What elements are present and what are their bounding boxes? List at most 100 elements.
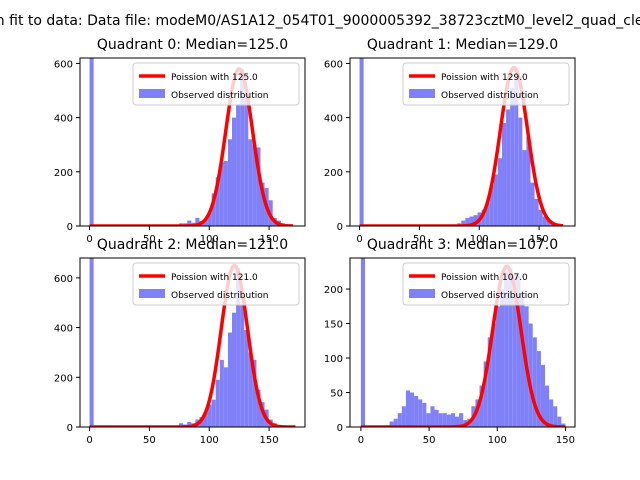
histogram-bar — [473, 215, 478, 226]
histogram-bar — [248, 352, 253, 427]
subplot-quadrant-2: 0 50 100 150 0 200 400 600 Quadrant 2: Median=12… — [54, 237, 306, 446]
histogram-bar — [526, 136, 531, 226]
legend: Poission with 121.0 Observed distribution — [132, 262, 300, 306]
histogram-bar — [219, 162, 224, 226]
histogram-bar — [207, 212, 212, 226]
histogram-bar — [215, 379, 220, 427]
histogram-bar — [359, 58, 364, 226]
histogram-bar — [422, 402, 427, 427]
plot-area — [88, 258, 297, 427]
histogram-bar — [549, 399, 554, 427]
y-tick-label: 50 — [330, 389, 343, 400]
histogram-bar — [545, 385, 550, 427]
histogram-bar — [459, 413, 464, 427]
subplot-quadrant-0: 0 50 100 150 0 200 400 600 Quadrant 0: Median=12… — [54, 37, 306, 245]
legend-box — [402, 62, 570, 106]
legend-box — [402, 262, 570, 306]
histogram-bar — [389, 421, 394, 427]
histogram-bar — [491, 323, 496, 427]
histogram-bar — [446, 414, 451, 427]
y-tick-label: 200 — [324, 168, 343, 179]
poisson-fit-line — [88, 263, 297, 427]
x-tick-label: 100 — [488, 435, 507, 446]
y-tick-label: 100 — [324, 354, 343, 365]
histogram-bar — [236, 267, 241, 427]
histogram-bar — [393, 418, 398, 427]
histogram-bar — [401, 406, 406, 427]
histogram-bar — [506, 109, 511, 226]
histogram-bar — [360, 258, 365, 427]
histogram-bar — [231, 117, 237, 226]
axes-frame — [349, 57, 576, 227]
histogram-bar — [514, 68, 519, 226]
legend: Poission with 107.0 Observed distribution — [402, 262, 570, 306]
y-tick-label: 0 — [67, 423, 73, 434]
histogram-bar — [487, 337, 492, 427]
y-tick-label: 0 — [67, 222, 73, 233]
histogram-bar — [195, 217, 200, 226]
legend-label-fit: Poission with 125.0 — [171, 73, 258, 83]
legend-box — [132, 262, 300, 306]
histogram-bar — [501, 123, 507, 226]
histogram-bar — [236, 104, 241, 226]
histogram-bar — [179, 423, 184, 427]
histogram-bar — [397, 413, 402, 427]
x-tick-label: 150 — [260, 435, 279, 446]
poisson-fit-line — [360, 264, 567, 427]
x-tick-label: 100 — [200, 234, 219, 245]
x-tick-label: 0 — [86, 234, 92, 245]
subplot-grid: 0 50 100 150 0 200 400 600 Quadrant 0: Median=12… — [54, 37, 576, 446]
legend-label-hist: Observed distribution — [171, 91, 268, 101]
legend-swatch-hist — [139, 89, 165, 98]
histogram-bar — [483, 361, 488, 427]
histogram-bar — [510, 87, 515, 226]
histogram-bar — [546, 220, 551, 226]
histogram-bar — [244, 93, 249, 226]
y-tick-label: 0 — [337, 423, 343, 434]
axes-frame — [349, 257, 576, 428]
histogram-bar — [504, 271, 509, 427]
histogram-bar — [500, 289, 505, 427]
x-tick-label: 150 — [556, 435, 575, 446]
histogram-bar — [553, 406, 558, 427]
x-tick-label: 150 — [530, 234, 549, 245]
histogram-bar — [418, 399, 423, 427]
histogram-bar — [497, 158, 502, 226]
legend-label-fit: Poission with 129.0 — [441, 73, 528, 83]
histogram-bar — [469, 216, 474, 226]
axes-frame — [79, 57, 306, 227]
histogram-bar — [438, 413, 443, 427]
histogram-bar — [508, 268, 513, 427]
histogram-bar — [475, 399, 480, 427]
histogram-bar — [538, 209, 543, 226]
histogram-bar — [489, 185, 494, 226]
y-tick-label: 200 — [54, 373, 73, 384]
histogram-bar — [450, 413, 455, 427]
y-tick-label: 600 — [324, 59, 343, 70]
axes-frame — [79, 257, 306, 428]
y-tick-label: 200 — [54, 168, 73, 179]
legend-label-hist: Observed distribution — [441, 291, 538, 301]
histogram-bar — [227, 332, 232, 427]
histogram-bar — [256, 147, 261, 226]
legend: Poission with 129.0 Observed distribution — [402, 62, 570, 106]
subplot-quadrant-3: 0 50 100 150 0 50 100 150 200 Quadrant 3: Median=… — [324, 237, 576, 446]
x-tick-label: 50 — [143, 234, 156, 245]
histogram-bar — [426, 413, 431, 427]
legend-swatch-hist — [409, 289, 435, 298]
histogram-bar — [465, 217, 470, 226]
histogram-bar — [518, 117, 523, 226]
y-tick-label: 400 — [54, 114, 73, 125]
histogram-bar — [252, 359, 257, 427]
x-tick-label: 0 — [356, 234, 362, 245]
y-tick-label: 200 — [324, 285, 343, 296]
subplot-quadrant-1: 0 50 100 150 0 200 400 600 Quadrant 1: Median=12… — [324, 37, 576, 245]
legend: Poission with 125.0 Observed distribution — [132, 62, 300, 106]
histogram-bar — [89, 58, 94, 226]
subplot-title: Quadrant 0: Median=125.0 — [97, 37, 288, 53]
histogram-bar — [485, 201, 490, 226]
histogram-bar — [231, 312, 237, 427]
histogram-bar — [207, 404, 212, 427]
